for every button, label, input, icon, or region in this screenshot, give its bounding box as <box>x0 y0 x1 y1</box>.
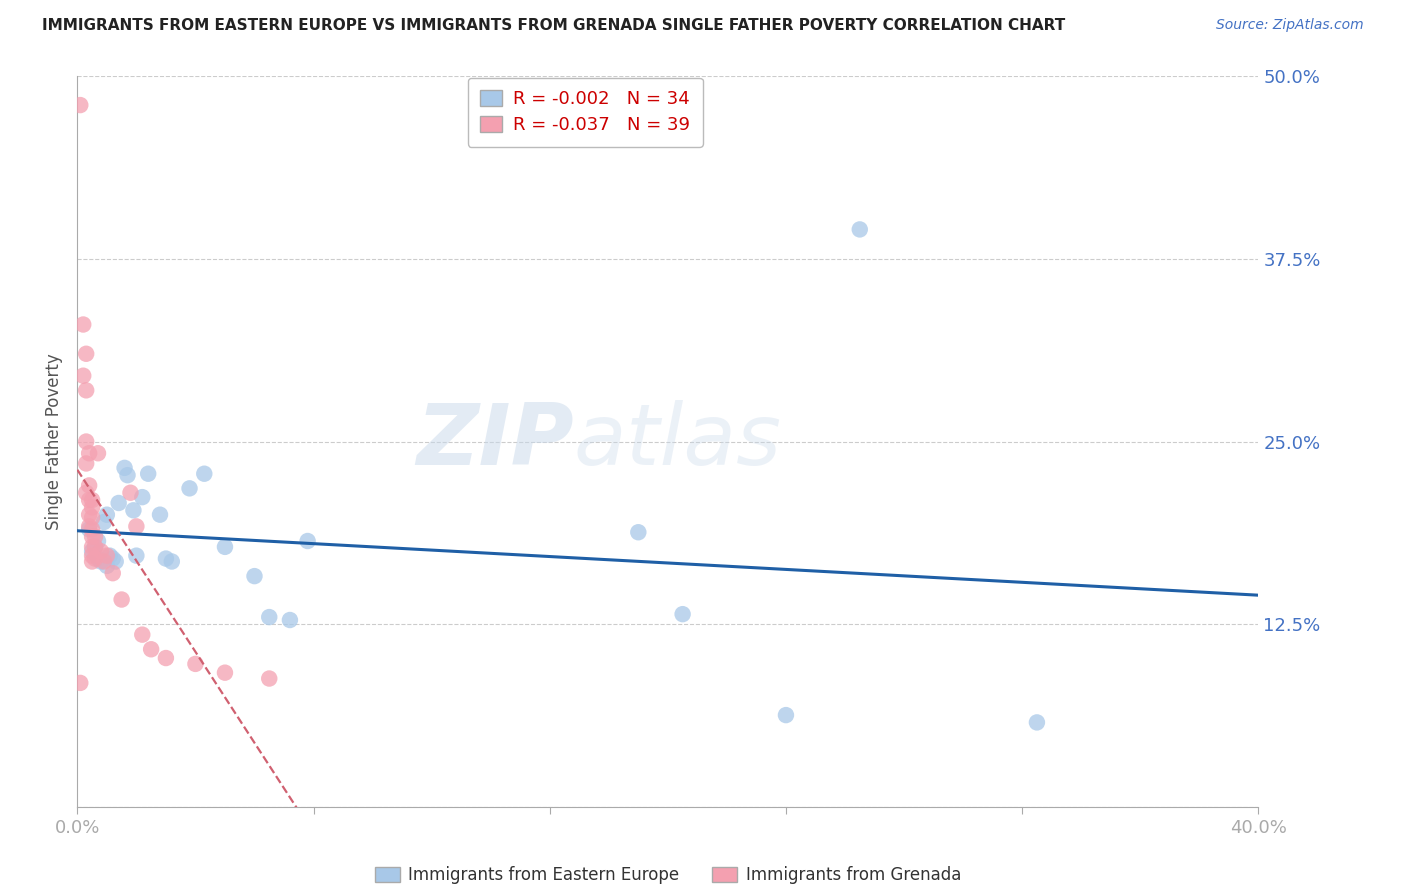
Point <box>297 534 319 549</box>
Point <box>82 540 104 554</box>
Point <box>125 549 148 563</box>
Point <box>84 551 107 566</box>
Point <box>117 468 139 483</box>
Point <box>77 519 100 533</box>
Point <box>87 551 110 566</box>
Point <box>120 485 142 500</box>
Point <box>84 540 107 554</box>
Point <box>259 672 281 686</box>
Point <box>214 665 236 680</box>
Point <box>82 544 104 558</box>
Point <box>87 446 110 460</box>
Text: IMMIGRANTS FROM EASTERN EUROPE VS IMMIGRANTS FROM GRENADA SINGLE FATHER POVERTY : IMMIGRANTS FROM EASTERN EUROPE VS IMMIGR… <box>42 18 1066 33</box>
Point <box>77 478 100 492</box>
Point <box>93 515 115 529</box>
Point <box>155 551 177 566</box>
Point <box>160 554 183 568</box>
Point <box>179 481 201 495</box>
Point <box>1026 715 1049 730</box>
Point <box>214 540 236 554</box>
Point <box>259 610 281 624</box>
Point <box>125 519 148 533</box>
Point <box>77 493 100 508</box>
Point <box>107 496 129 510</box>
Point <box>101 551 124 566</box>
Point <box>131 627 153 641</box>
Point <box>77 522 100 536</box>
Point <box>75 347 97 361</box>
Point <box>84 540 107 554</box>
Point <box>82 493 104 508</box>
Point <box>149 508 172 522</box>
Point <box>278 613 301 627</box>
Point <box>75 434 97 449</box>
Point <box>90 554 112 568</box>
Y-axis label: Single Father Poverty: Single Father Poverty <box>45 353 63 530</box>
Point <box>96 549 118 563</box>
Point <box>69 98 91 112</box>
Point <box>77 446 100 460</box>
Point <box>243 569 266 583</box>
Point <box>69 676 91 690</box>
Point <box>82 530 104 544</box>
Point <box>104 554 127 568</box>
Point <box>775 708 797 723</box>
Point <box>155 651 177 665</box>
Legend: Immigrants from Eastern Europe, Immigrants from Grenada: Immigrants from Eastern Europe, Immigran… <box>368 860 967 891</box>
Text: ZIP: ZIP <box>416 400 574 483</box>
Point <box>101 566 124 581</box>
Point <box>627 525 650 540</box>
Point <box>672 607 695 622</box>
Point <box>93 554 115 568</box>
Point <box>96 558 118 573</box>
Point <box>131 490 153 504</box>
Point <box>75 457 97 471</box>
Point <box>96 508 118 522</box>
Point <box>82 510 104 524</box>
Point <box>82 554 104 568</box>
Point <box>72 368 94 383</box>
Point <box>193 467 215 481</box>
Point <box>90 544 112 558</box>
Point <box>114 461 136 475</box>
Text: atlas: atlas <box>574 400 782 483</box>
Point <box>111 592 132 607</box>
Point <box>82 549 104 563</box>
Text: Source: ZipAtlas.com: Source: ZipAtlas.com <box>1216 18 1364 32</box>
Point <box>849 222 872 236</box>
Point <box>82 500 104 515</box>
Point <box>75 384 97 398</box>
Point <box>141 642 163 657</box>
Point <box>75 485 97 500</box>
Point <box>84 530 107 544</box>
Point <box>136 467 159 481</box>
Point <box>72 318 94 332</box>
Point <box>82 522 104 536</box>
Point <box>122 503 145 517</box>
Point <box>77 508 100 522</box>
Point <box>87 534 110 549</box>
Point <box>98 549 121 563</box>
Point <box>184 657 207 671</box>
